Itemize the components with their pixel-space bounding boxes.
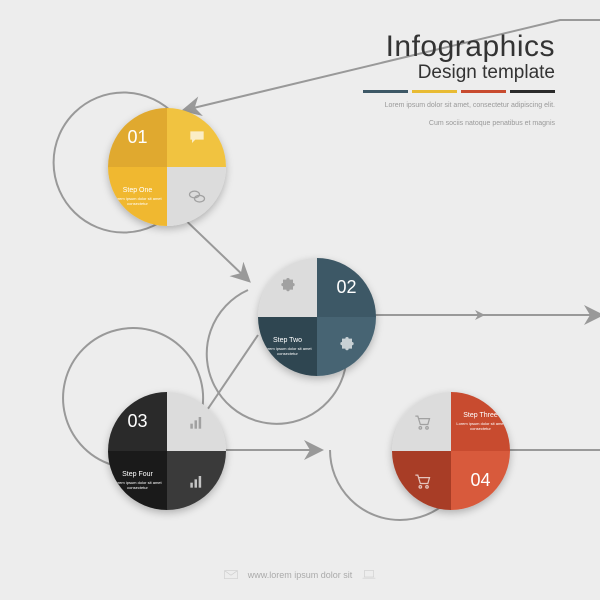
footer: www.lorem ipsum dolor sit [0,570,600,580]
main-title: Infographics [363,30,555,64]
step2-icon-top-quad [258,258,317,317]
step-circle-2: 02 Step Two Lorem ipsum dolor sit amet c… [258,258,376,376]
step1-label: Step One [123,187,153,194]
puzzle-icon [278,278,298,298]
step4-label: Step Four [122,471,153,478]
step1-icon-top-quad [167,108,226,167]
speech-bubbles-icon [187,187,207,207]
step1-number-quad: 01 [108,108,167,167]
color-accent-bars [363,90,555,93]
puzzle-icon [337,337,357,357]
step2-label-quad: Step Two Lorem ipsum dolor sit amet cons… [258,317,317,376]
step-circle-1: 01 Step One Lorem ipsum dolor sit amet c… [108,108,226,226]
step4-lorem: Lorem ipsum dolor sit amet consectetur [108,480,167,490]
step1-number: 01 [127,127,147,148]
step4-icon-bottom-quad [167,451,226,510]
step3-label: Step Three [463,412,498,419]
subtitle: Design template [363,62,555,84]
cart-icon [412,412,432,432]
step3-icon-bottom-quad [392,451,451,510]
footer-url: www.lorem ipsum dolor sit [248,570,353,580]
step1-lorem: Lorem ipsum dolor sit amet consectetur [108,196,167,206]
step4-number: 03 [127,411,147,432]
step3-number: 04 [470,470,490,491]
step2-icon-bottom-quad [317,317,376,376]
header-lorem-1: Lorem ipsum dolor sit amet, consectetur … [363,101,555,111]
step4-number-quad: 03 [108,392,167,451]
step3-label-quad: Step Three Lorem ipsum dolor sit amet co… [451,392,510,451]
step2-label: Step Two [273,337,302,344]
step2-number-quad: 02 [317,258,376,317]
chat-bubble-icon [187,128,207,148]
step4-label-quad: Step Four Lorem ipsum dolor sit amet con… [108,451,167,510]
step-circle-3: Step Three Lorem ipsum dolor sit amet co… [392,392,510,510]
mail-icon [224,570,238,580]
step3-number-quad: 04 [451,451,510,510]
step1-label-quad: Step One Lorem ipsum dolor sit amet cons… [108,167,167,226]
step3-icon-top-quad [392,392,451,451]
step1-icon-bottom-quad [167,167,226,226]
accent-bar-4 [510,90,555,93]
laptop-icon [362,570,376,580]
accent-bar-3 [461,90,506,93]
header-block: Infographics Design template Lorem ipsum… [363,30,555,129]
step2-number: 02 [336,277,356,298]
cart-icon [412,471,432,491]
accent-bar-2 [412,90,457,93]
accent-bar-1 [363,90,408,93]
step4-icon-top-quad [167,392,226,451]
step3-lorem: Lorem ipsum dolor sit amet consectetur [451,421,510,431]
bars-icon [187,471,207,491]
step-circle-4: 03 Step Four Lorem ipsum dolor sit amet … [108,392,226,510]
bars-icon [187,412,207,432]
step2-lorem: Lorem ipsum dolor sit amet consectetur [258,346,317,356]
header-lorem-2: Cum sociis natoque penatibus et magnis [363,119,555,129]
